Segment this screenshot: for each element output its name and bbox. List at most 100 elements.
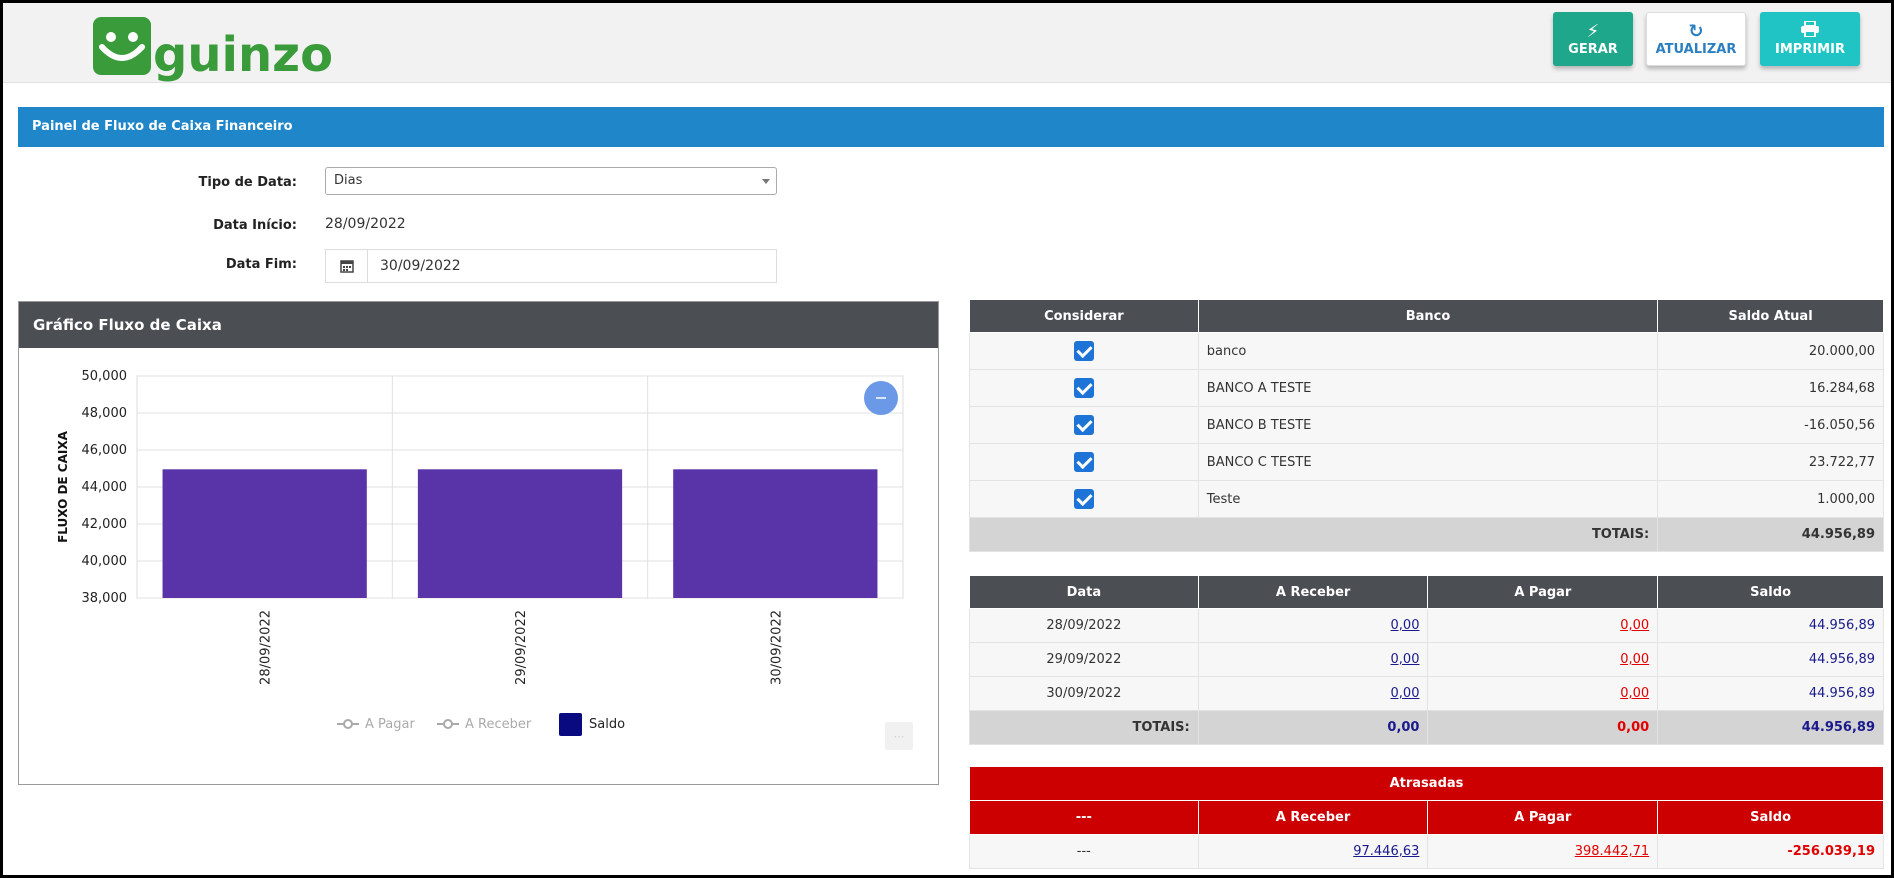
x-tick-label: 29/09/2022 [514,610,529,685]
gerar-button[interactable]: ⚡︎ GERAR [1553,12,1633,66]
atrasadas-receber-link[interactable]: 97.446,63 [1353,844,1420,859]
saldo-bar [673,469,878,598]
banco-saldo: 1.000,00 [1657,480,1884,518]
bancos-total-row: TOTAIS: 44.956,89 [968,517,1884,552]
banco-row: BANCO C TESTE 23.722,77 [969,443,1884,481]
fluxo-pagar-link[interactable]: 0,00 [1620,618,1650,633]
calendar-icon[interactable] [326,250,368,282]
atrasadas-pagar-link[interactable]: 398.442,71 [1574,844,1650,859]
fluxo-row: 29/09/2022 0,00 0,00 44.956,89 [969,642,1884,677]
legend-label: Saldo [589,717,625,732]
ellipsis-icon: ⋯ [894,730,905,743]
banco-name: BANCO B TESTE [1197,406,1659,444]
banco-saldo: 23.722,77 [1657,443,1884,481]
banco-name: BANCO A TESTE [1197,369,1659,407]
col-banco[interactable]: Banco [1197,299,1659,333]
data-inicio-value: 28/09/2022 [325,216,406,232]
logo-icon [93,17,151,75]
considerar-cell [969,480,1199,518]
y-axis-label: FLUXO DE CAIXA [56,430,70,543]
considerar-cell [969,443,1199,481]
fluxo-data: 28/09/2022 [969,608,1199,643]
fluxo-receber-link[interactable]: 0,00 [1390,686,1420,701]
legend-label: A Pagar [365,717,415,732]
banco-row: banco 20.000,00 [969,332,1884,370]
y-tick-label: 48,000 [82,406,128,421]
legend-marker-icon [443,719,453,729]
y-tick-label: 46,000 [82,443,128,458]
considerar-cell [969,406,1199,444]
atrasadas-table: Atrasadas --- A Receber A Pagar Saldo --… [969,766,1884,869]
atrasadas-col-receber: A Receber [1197,800,1429,835]
fluxo-pagar-link[interactable]: 0,00 [1620,652,1650,667]
logo-text: guinzo [153,27,334,83]
col-a-receber[interactable]: A Receber [1197,575,1429,609]
considerar-checkbox[interactable] [1073,341,1094,361]
considerar-checkbox[interactable] [1073,415,1094,435]
chart-title: Gráfico Fluxo de Caixa [19,302,938,348]
fluxo-totais-saldo: 44.956,89 [1657,710,1884,745]
fluxo-totais-pagar: 0,00 [1427,710,1659,745]
y-tick-label: 40,000 [82,554,128,569]
atrasadas-col-saldo: Saldo [1657,800,1884,835]
fluxo-pagar-link[interactable]: 0,00 [1620,686,1650,701]
legend-label: A Receber [465,717,532,732]
col-saldo-atual[interactable]: Saldo Atual [1657,299,1884,333]
banco-saldo: 16.284,68 [1657,369,1884,407]
bancos-totais-label: TOTAIS: [968,517,1659,552]
saldo-bar [162,469,367,598]
y-tick-label: 50,000 [82,369,128,384]
considerar-cell [969,332,1199,370]
y-tick-label: 42,000 [82,517,128,532]
col-considerar[interactable]: Considerar [969,299,1199,333]
data-fim-input[interactable]: 30/09/2022 [380,258,461,274]
y-tick-label: 38,000 [82,591,128,606]
fluxo-totais-receber: 0,00 [1197,710,1429,745]
atualizar-button[interactable]: ↻ ATUALIZAR [1646,12,1746,66]
fluxo-data: 29/09/2022 [969,642,1199,677]
logo: guinzo [93,11,333,79]
bancos-totais-value: 44.956,89 [1657,517,1884,552]
banco-name: banco [1197,332,1659,370]
banco-row: BANCO A TESTE 16.284,68 [969,369,1884,407]
fluxo-saldo: 44.956,89 [1657,608,1884,643]
col-a-pagar[interactable]: A Pagar [1427,575,1659,609]
refresh-icon: ↻ [1688,20,1704,42]
fluxo-total-row: TOTAIS: 0,00 0,00 44.956,89 [969,710,1884,745]
fluxo-row: 30/09/2022 0,00 0,00 44.956,89 [969,676,1884,711]
saldo-bar [417,469,623,598]
top-header: guinzo ⚡︎ GERAR ↻ ATUALIZAR IMPRIMIR [3,3,1891,83]
col-saldo[interactable]: Saldo [1657,575,1884,609]
panel-title: Painel de Fluxo de Caixa Financeiro [18,107,1884,147]
considerar-checkbox[interactable] [1073,378,1094,398]
fluxo-receber-link[interactable]: 0,00 [1390,652,1420,667]
chart-menu-button [885,722,913,750]
data-fim-label: Data Fim: [225,257,297,272]
atrasadas-col-blank: --- [969,800,1199,835]
print-icon [1801,20,1819,42]
tipo-data-select[interactable]: Dias [325,167,777,195]
data-fim-field[interactable]: 30/09/2022 [325,249,777,283]
fluxo-saldo: 44.956,89 [1657,676,1884,711]
data-inicio-label: Data Início: [213,218,297,233]
fluxo-receber-link[interactable]: 0,00 [1390,618,1420,633]
chart-panel: Gráfico Fluxo de Caixa 38,000 40,000 42,00… [18,301,939,785]
x-tick-label: 30/09/2022 [769,610,784,685]
banco-row: Teste 1.000,00 [969,480,1884,518]
chevron-down-icon [762,179,770,184]
considerar-checkbox[interactable] [1073,489,1094,509]
atrasadas-saldo: -256.039,19 [1657,834,1884,869]
x-tick-label: 28/09/2022 [259,610,274,685]
fluxo-data: 30/09/2022 [969,676,1199,711]
col-data[interactable]: Data [969,575,1199,609]
atrasadas-title: Atrasadas [969,766,1884,801]
tipo-data-value: Dias [334,173,363,188]
banco-saldo: -16.050,56 [1657,406,1884,444]
fluxo-table: Data A Receber A Pagar Saldo 28/09/2022 0… [969,575,1884,745]
imprimir-label: IMPRIMIR [1775,42,1845,57]
bancos-table: Considerar Banco Saldo Atual banco 20.000… [968,299,1884,552]
y-tick-label: 44,000 [82,480,128,495]
considerar-checkbox[interactable] [1073,452,1094,472]
imprimir-button[interactable]: IMPRIMIR [1760,12,1860,66]
banco-saldo: 20.000,00 [1657,332,1884,370]
